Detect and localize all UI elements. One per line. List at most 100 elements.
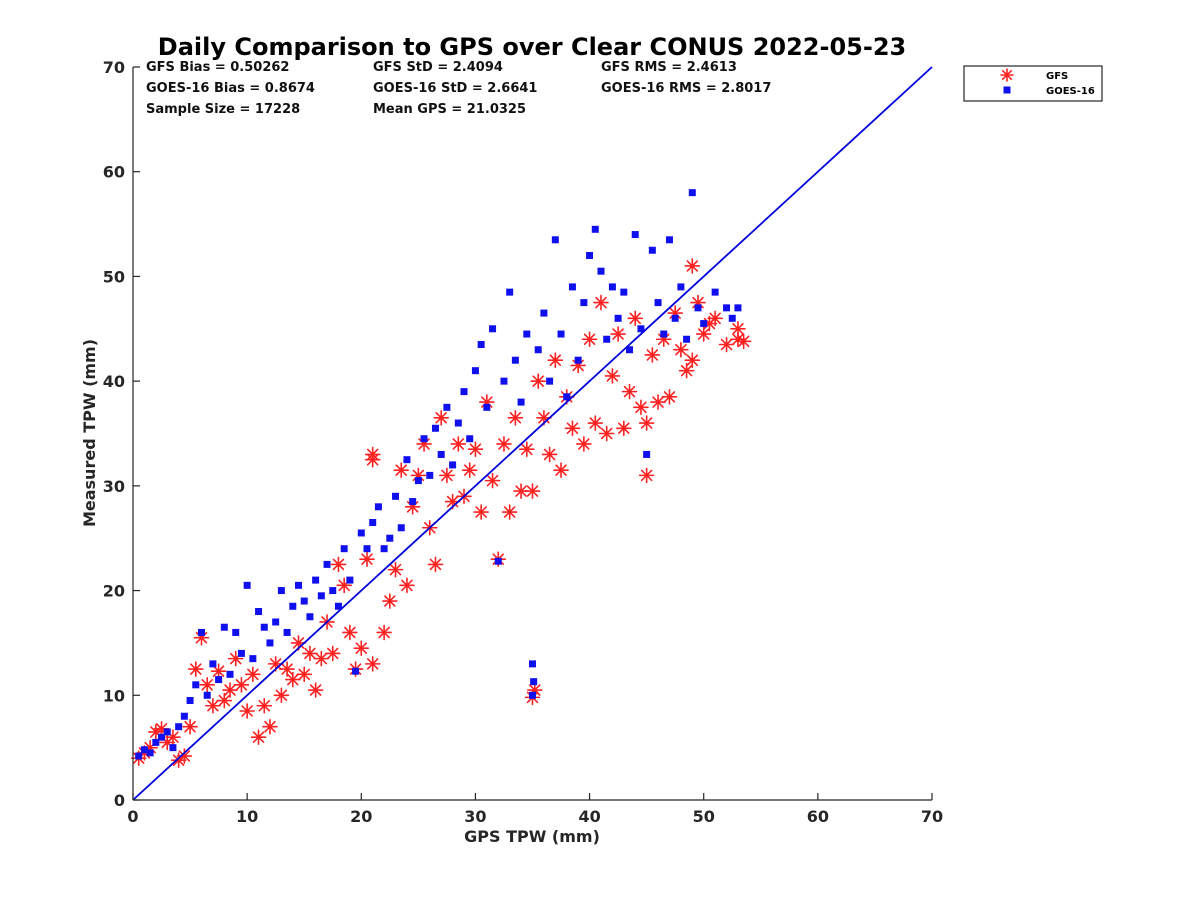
gfs-point bbox=[730, 320, 746, 337]
gfs-point bbox=[604, 368, 621, 384]
goes16-point bbox=[158, 733, 166, 741]
gfs-point bbox=[359, 551, 375, 567]
goes16-point bbox=[466, 435, 474, 443]
legend-marker-goes16 bbox=[1003, 86, 1011, 94]
goes16-point bbox=[386, 534, 394, 542]
goes16-point bbox=[683, 335, 691, 343]
goes16-point bbox=[203, 691, 211, 699]
goes16-point bbox=[477, 340, 485, 348]
y-ticks: 0 10 20 30 40 50 60 70 bbox=[103, 58, 140, 810]
goes16-point bbox=[289, 602, 297, 610]
y-tick-label: 40 bbox=[103, 372, 125, 391]
gfs-point bbox=[576, 436, 592, 452]
gfs-point bbox=[245, 666, 261, 683]
gfs-point bbox=[262, 718, 278, 735]
goes16-point bbox=[300, 597, 308, 605]
goes16-point bbox=[551, 236, 559, 244]
gfs-point bbox=[695, 326, 712, 342]
gfs-point bbox=[564, 420, 581, 437]
gfs-point bbox=[199, 677, 215, 693]
gfs-point bbox=[501, 504, 518, 520]
y-tick-label: 60 bbox=[103, 163, 125, 182]
gfs-point bbox=[684, 352, 701, 369]
gfs-point bbox=[176, 748, 193, 764]
goes16-point bbox=[226, 670, 234, 678]
gfs-point bbox=[610, 326, 626, 342]
goes16-point bbox=[175, 723, 183, 731]
gfs-point bbox=[324, 645, 341, 662]
gfs-point bbox=[364, 656, 381, 672]
stat-gfs-rms: GFS RMS = 2.4613 bbox=[601, 60, 737, 75]
stat-sample-size: Sample Size = 17228 bbox=[146, 102, 300, 117]
goes16-point bbox=[591, 225, 599, 233]
x-tick-label: 60 bbox=[807, 807, 829, 826]
goes16-point bbox=[260, 623, 268, 631]
gfs-point bbox=[353, 640, 370, 656]
gfs-point bbox=[684, 258, 701, 274]
gfs-point bbox=[279, 661, 295, 677]
gfs-point bbox=[250, 729, 267, 745]
goes16-point bbox=[489, 325, 497, 333]
gfs-point bbox=[376, 624, 392, 641]
goes16-point bbox=[677, 283, 685, 291]
goes16-point bbox=[295, 581, 303, 589]
stat-mean-gps: Mean GPS = 21.0325 bbox=[373, 102, 526, 117]
goes16-point bbox=[266, 639, 274, 647]
x-tick-label: 20 bbox=[350, 807, 372, 826]
gfs-point bbox=[621, 383, 638, 400]
gfs-point bbox=[387, 561, 404, 578]
gfs-point bbox=[547, 352, 564, 369]
goes16-point bbox=[397, 524, 405, 532]
one-to-one-line bbox=[132, 66, 933, 801]
goes16-point bbox=[215, 676, 223, 684]
goes16-point bbox=[152, 738, 160, 746]
goes16-point bbox=[734, 304, 742, 312]
goes16-point bbox=[140, 746, 148, 754]
goes16-point bbox=[431, 424, 439, 432]
goes16-point bbox=[363, 545, 371, 553]
goes16-point bbox=[700, 320, 708, 328]
goes16-point bbox=[626, 346, 634, 354]
legend-gfs-asterisk bbox=[1000, 68, 1014, 82]
gfs-point bbox=[581, 331, 598, 348]
legend-label-goes16: GOES-16 bbox=[1046, 86, 1095, 97]
goes16-point bbox=[506, 288, 514, 296]
stat-gfs-bias: GFS Bias = 0.50262 bbox=[146, 60, 289, 75]
goes16-point bbox=[603, 335, 611, 343]
goes16-point bbox=[443, 403, 451, 411]
goes16-point bbox=[392, 492, 400, 500]
gfs-point bbox=[507, 409, 524, 426]
gfs-point bbox=[593, 294, 609, 311]
gfs-point bbox=[627, 310, 644, 327]
goes16-point bbox=[648, 246, 656, 254]
goes16-point bbox=[249, 655, 257, 663]
plot-area bbox=[130, 66, 933, 801]
chart-title: Daily Comparison to GPS over Clear CONUS… bbox=[158, 33, 906, 61]
legend: GFS GOES-16 bbox=[963, 65, 1103, 102]
goes16-point bbox=[517, 398, 525, 406]
legend-goes16-square bbox=[1003, 86, 1011, 94]
legend-box bbox=[963, 65, 1103, 102]
x-tick-label: 30 bbox=[464, 807, 486, 826]
gfs-point bbox=[216, 692, 233, 709]
gfs-point bbox=[518, 441, 535, 458]
goes16-point bbox=[546, 377, 554, 385]
goes16-point bbox=[437, 450, 445, 458]
gfs-point bbox=[364, 446, 381, 463]
goes16-point bbox=[637, 325, 645, 333]
gfs-point bbox=[524, 483, 541, 499]
goes16-point bbox=[283, 628, 291, 636]
goes16-point bbox=[728, 314, 736, 322]
gfs-point bbox=[650, 394, 666, 410]
y-tick-label: 30 bbox=[103, 477, 125, 496]
gfs-point bbox=[296, 666, 313, 683]
gfs-point bbox=[718, 336, 735, 353]
stat-goes-bias: GOES-16 Bias = 0.8674 bbox=[146, 81, 315, 96]
goes16-point bbox=[237, 649, 245, 657]
y-tick-label: 10 bbox=[103, 686, 125, 705]
goes16-point bbox=[654, 299, 662, 307]
gfs-point bbox=[467, 441, 484, 458]
goes16-point bbox=[403, 456, 411, 464]
goes16-point bbox=[580, 299, 588, 307]
